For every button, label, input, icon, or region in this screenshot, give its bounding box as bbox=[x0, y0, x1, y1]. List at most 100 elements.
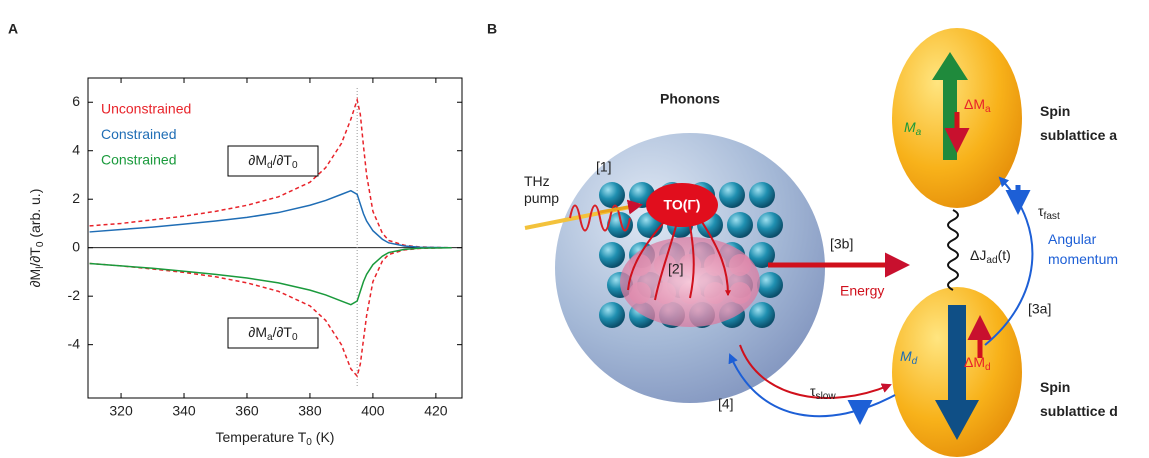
panel-b bbox=[524, 28, 1034, 457]
lattice-atom bbox=[607, 212, 633, 238]
lattice-atom bbox=[599, 302, 625, 328]
exchange-label-part: (t) bbox=[998, 247, 1011, 263]
tau-slow-label-part: τ bbox=[810, 383, 816, 399]
y-tick-label: 6 bbox=[72, 93, 80, 109]
pump-label: THz pump bbox=[524, 173, 559, 206]
pump-pulse bbox=[569, 204, 631, 232]
md-label-part: d bbox=[912, 356, 918, 367]
angular-label: Angular momentum bbox=[1048, 231, 1118, 267]
y-axis-label-part: l bbox=[35, 267, 46, 269]
x-tick-label: 340 bbox=[172, 403, 196, 419]
annotation-part: 0 bbox=[292, 332, 298, 343]
spin-a-label: Spin sublattice a bbox=[1040, 103, 1117, 143]
annotation-box bbox=[227, 317, 319, 349]
y-tick-label: -4 bbox=[68, 335, 81, 351]
lattice-atom bbox=[727, 212, 753, 238]
panel-label: A bbox=[8, 21, 18, 37]
x-tick-label: 380 bbox=[298, 403, 322, 419]
panel-label: B bbox=[487, 21, 497, 37]
y-axis-label-part: (arb. u.) bbox=[27, 189, 43, 242]
annotation: ∂Ma/∂T0 bbox=[248, 324, 298, 343]
excitation-cloud bbox=[620, 237, 760, 327]
x-axis-label-part: (K) bbox=[312, 429, 335, 445]
pump-arrow bbox=[599, 199, 643, 215]
step-label: [3a] bbox=[1028, 301, 1051, 317]
series-line bbox=[89, 96, 452, 249]
to-label: TO(Γ) bbox=[664, 197, 701, 213]
exchange-spring bbox=[947, 209, 959, 291]
annotation-part: a bbox=[267, 332, 273, 343]
step-label: [3b] bbox=[830, 236, 853, 252]
legend-entry: Constrained bbox=[101, 126, 177, 142]
annotation-part: ∂M bbox=[248, 152, 267, 168]
lattice-atom bbox=[749, 182, 775, 208]
series-line bbox=[89, 189, 452, 249]
lattice-atom bbox=[599, 182, 625, 208]
annotation-part: d bbox=[267, 160, 273, 171]
exchange-label-part: ad bbox=[986, 255, 997, 266]
legend-entry: Constrained bbox=[101, 152, 177, 168]
tau-fast-label: τfast bbox=[1038, 203, 1060, 222]
energy-label: Energy bbox=[840, 283, 884, 299]
ma-label: Ma bbox=[904, 119, 922, 138]
ma-label-part: a bbox=[916, 127, 922, 138]
annotation-box bbox=[227, 145, 319, 177]
tau-fast-label-part: τ bbox=[1038, 203, 1044, 219]
x-axis-label-part: 0 bbox=[306, 437, 312, 448]
lattice-atom bbox=[757, 212, 783, 238]
phonons-label: Phonons bbox=[660, 91, 720, 107]
dma-label-part: ΔM bbox=[964, 96, 985, 112]
lattice-atom bbox=[749, 302, 775, 328]
annotation-part: 0 bbox=[292, 160, 298, 171]
tau-fast-label-part: fast bbox=[1044, 211, 1060, 222]
dmd-label-part: ΔM bbox=[964, 354, 985, 370]
step-label: [2] bbox=[668, 261, 684, 277]
y-tick-label: -2 bbox=[68, 287, 81, 303]
md-label: Md bbox=[900, 348, 918, 367]
tau-slow-label-part: slow bbox=[816, 391, 837, 402]
lattice-atom bbox=[599, 242, 625, 268]
moment-a bbox=[932, 52, 968, 160]
step-label: [4] bbox=[718, 396, 734, 412]
pump-label-part: THz bbox=[524, 173, 550, 189]
x-tick-label: 360 bbox=[235, 403, 259, 419]
x-tick-label: 400 bbox=[361, 403, 385, 419]
x-axis-label: Temperature T0 (K) bbox=[216, 429, 335, 448]
y-axis-label-part: 0 bbox=[35, 241, 46, 247]
angular-label-part: momentum bbox=[1048, 251, 1118, 267]
dmd-label: ΔMd bbox=[964, 354, 991, 373]
annotation: ∂Md/∂T0 bbox=[248, 152, 298, 171]
tau-slow-label: τslow bbox=[810, 383, 836, 402]
dma-label: ΔMa bbox=[964, 96, 991, 115]
annotation-part: /∂T bbox=[273, 324, 293, 340]
dma-label-part: a bbox=[985, 104, 991, 115]
md-label-part: M bbox=[900, 348, 912, 364]
y-tick-label: 2 bbox=[72, 190, 80, 206]
lattice-atom bbox=[757, 272, 783, 298]
lattice-atom bbox=[749, 242, 775, 268]
step-label: [1] bbox=[596, 159, 612, 175]
y-axis-label: ∂Ml/∂T0 (arb. u.) bbox=[27, 189, 46, 288]
moment-d bbox=[935, 305, 979, 440]
x-tick-label: 420 bbox=[424, 403, 448, 419]
decay-arrows bbox=[627, 221, 728, 300]
ma-label-part: M bbox=[904, 119, 916, 135]
slow-arrow-red bbox=[739, 344, 892, 399]
exchange-label: ΔJad(t) bbox=[970, 247, 1011, 266]
lattice-atom bbox=[719, 182, 745, 208]
spin-d-label: Spin sublattice d bbox=[1040, 379, 1118, 419]
exchange-label-part: ΔJ bbox=[970, 247, 986, 263]
pump-label-part: pump bbox=[524, 190, 559, 206]
spin-d-label-part: Spin bbox=[1040, 379, 1070, 395]
x-axis-label-part: Temperature T bbox=[216, 429, 307, 445]
series-line bbox=[89, 246, 452, 306]
spin-a-label-part: Spin bbox=[1040, 103, 1070, 119]
spin-a-label-part: sublattice a bbox=[1040, 127, 1117, 143]
plot-frame bbox=[87, 77, 463, 399]
annotation-part: ∂M bbox=[248, 324, 267, 340]
angular-label-part: Angular bbox=[1048, 231, 1097, 247]
y-tick-label: 0 bbox=[72, 238, 80, 254]
x-tick-label: 320 bbox=[109, 403, 133, 419]
